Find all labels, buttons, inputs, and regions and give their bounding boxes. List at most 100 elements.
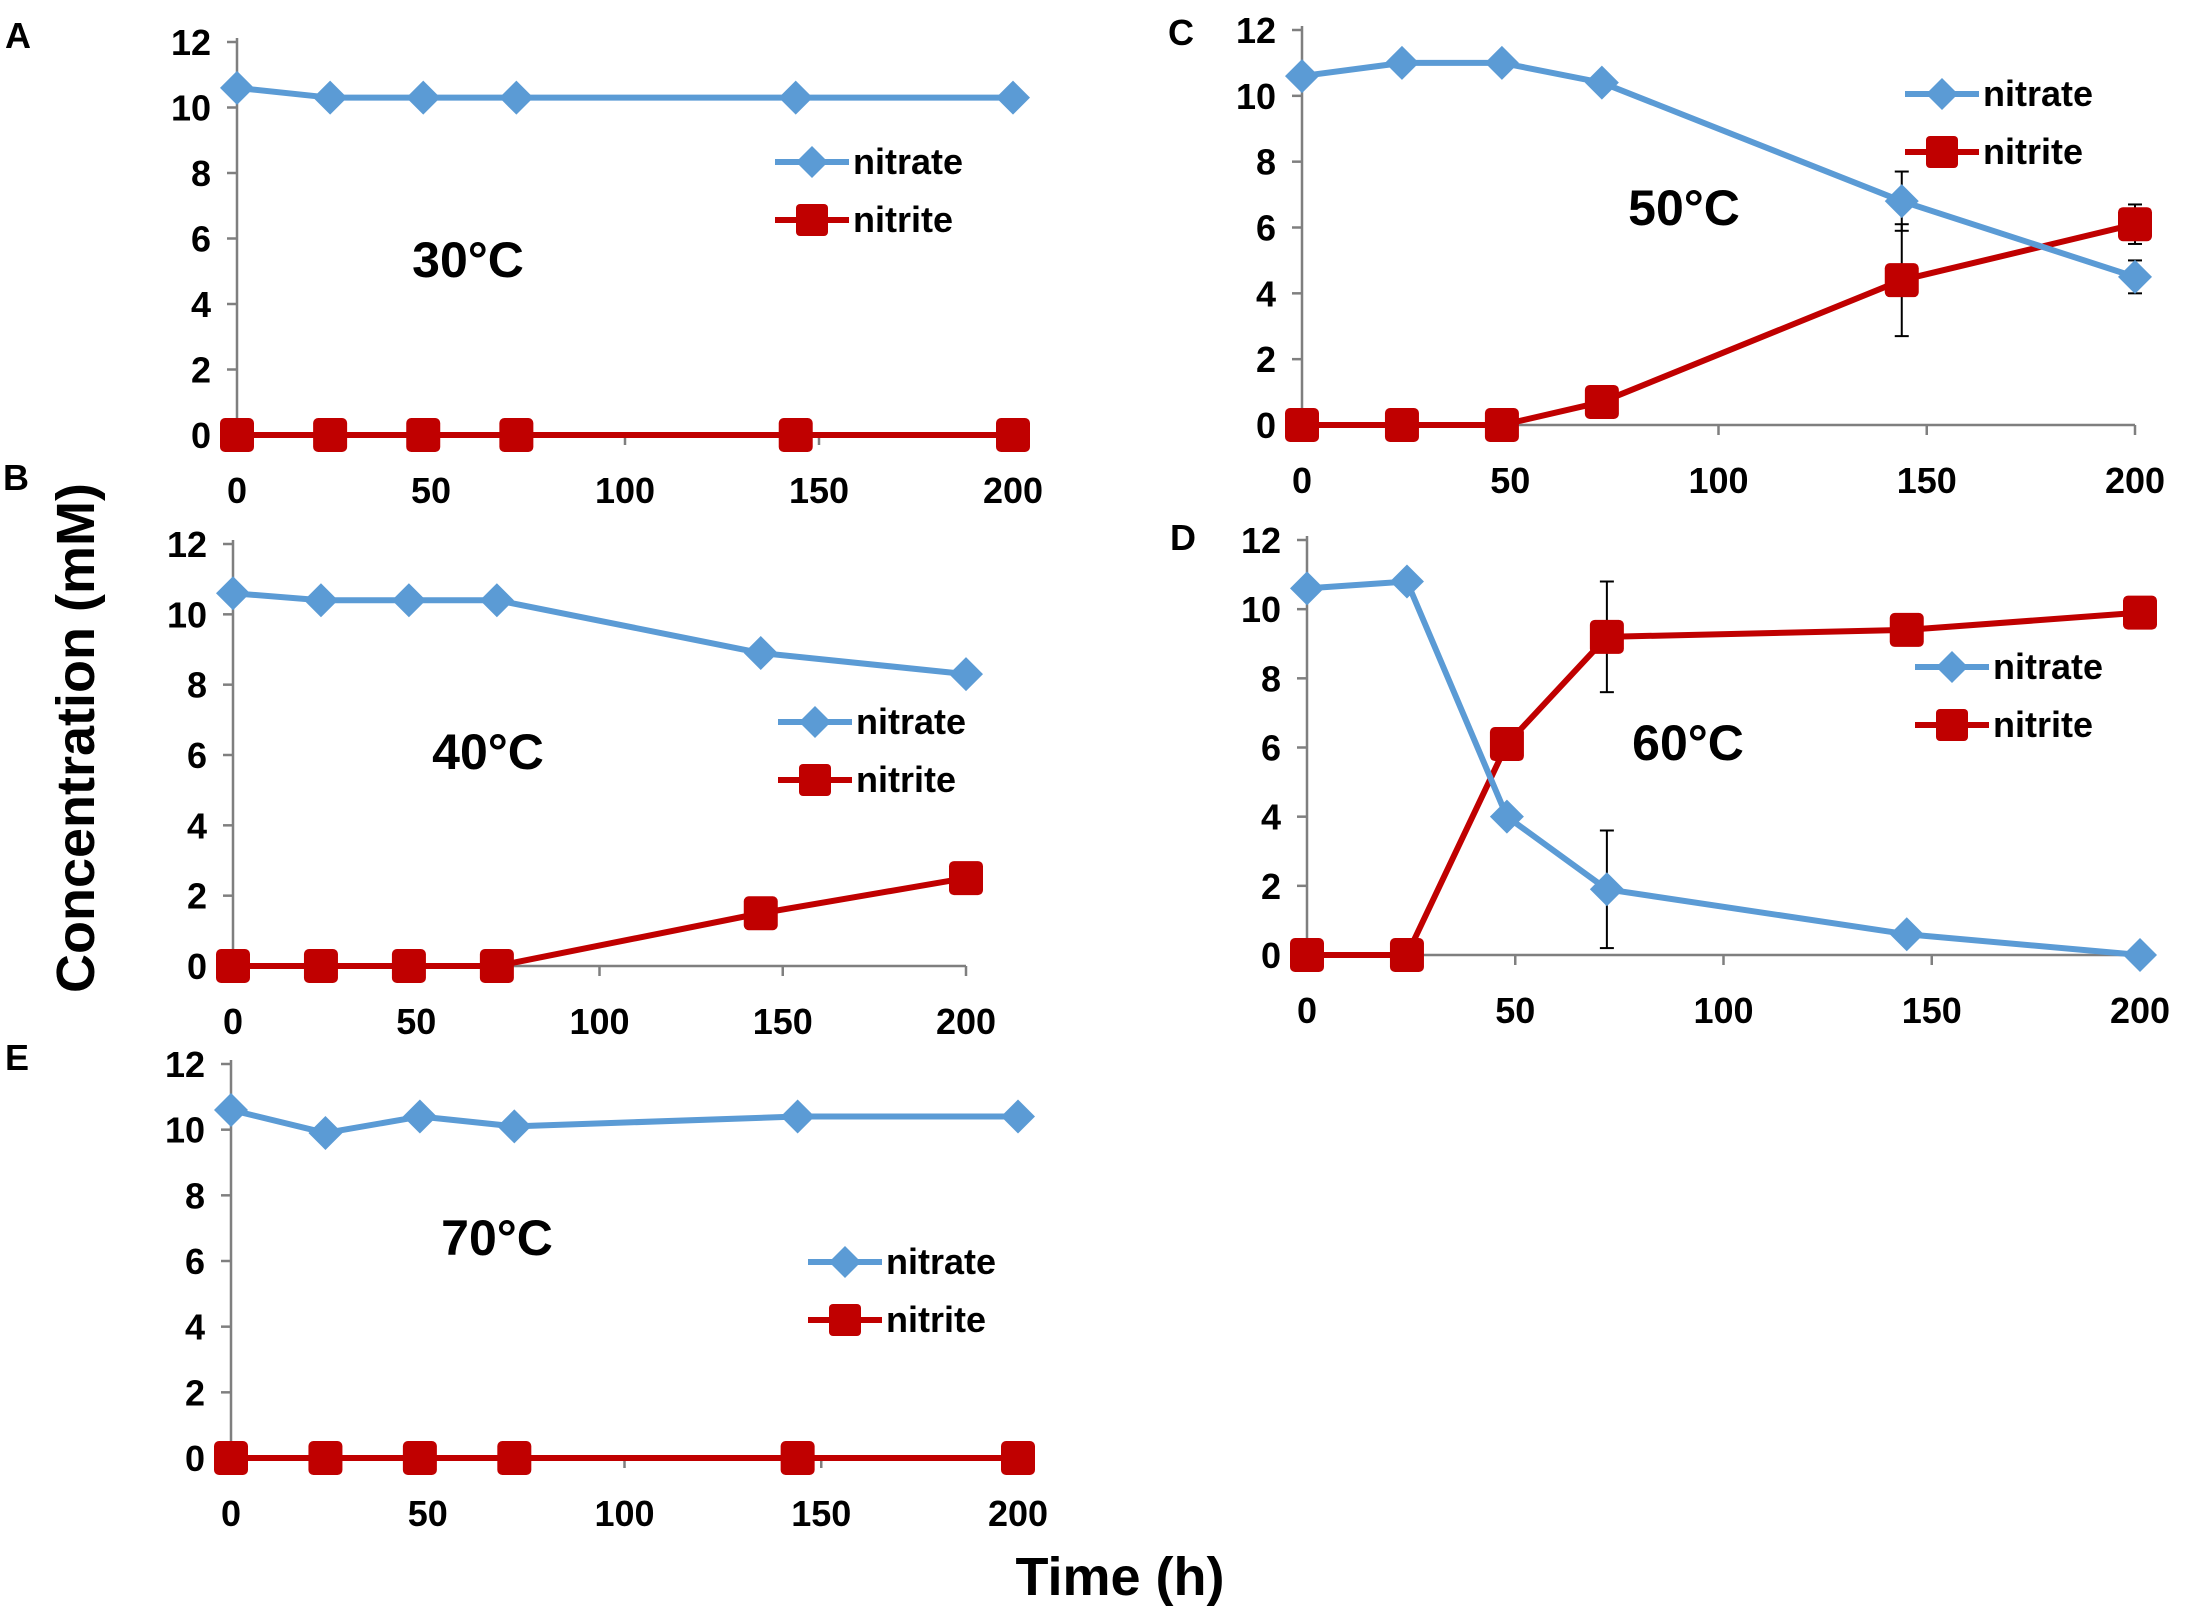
nitrate-point bbox=[499, 80, 534, 115]
x-tick-label: 0 bbox=[223, 1001, 243, 1042]
series-nitrate bbox=[1285, 45, 2152, 295]
legend-marker-nitrate bbox=[1936, 651, 1968, 683]
temperature-annotation: 60°C bbox=[1632, 715, 1744, 771]
legend-label-nitrate: nitrate bbox=[853, 141, 963, 182]
x-axis-label: Time (h) bbox=[1015, 1547, 1224, 1607]
panel-label: E bbox=[5, 1037, 29, 1078]
nitrate-point bbox=[479, 583, 514, 618]
nitrate-point bbox=[303, 583, 338, 618]
legend-label-nitrate: nitrate bbox=[856, 701, 966, 742]
y-tick-label: 6 bbox=[1256, 208, 1276, 249]
legend-marker-nitrite bbox=[829, 1304, 861, 1336]
y-tick-label: 0 bbox=[185, 1438, 205, 1479]
nitrite-point bbox=[313, 418, 348, 452]
y-tick-label: 4 bbox=[1261, 797, 1281, 838]
nitrate-line bbox=[230, 1107, 1018, 1136]
nitrite-point bbox=[2118, 207, 2152, 242]
legend-marker-nitrate bbox=[829, 1246, 861, 1278]
nitrite-point bbox=[1484, 408, 1519, 442]
y-tick-label: 8 bbox=[191, 153, 211, 194]
y-tick-label: 10 bbox=[171, 88, 211, 129]
y-tick-label: 10 bbox=[1236, 76, 1276, 117]
nitrite-point bbox=[996, 418, 1030, 452]
y-tick-label: 2 bbox=[185, 1372, 205, 1413]
nitrite-point bbox=[1589, 619, 1624, 654]
y-tick-label: 10 bbox=[167, 594, 207, 635]
y-tick-label: 4 bbox=[191, 284, 211, 325]
nitrate-point bbox=[497, 1109, 532, 1144]
panel-b: B 0 2 4 6 8 10 12 0 50 100 150 200 40°C nitrate nitrite bbox=[3, 457, 996, 1042]
nitrite-point bbox=[2123, 595, 2157, 630]
x-tick-label: 200 bbox=[2110, 990, 2170, 1031]
x-tick-label: 200 bbox=[983, 470, 1043, 511]
nitrate-point bbox=[1290, 571, 1324, 606]
x-tick-label: 100 bbox=[569, 1001, 629, 1042]
nitrate-point bbox=[216, 576, 250, 611]
x-tick-label: 0 bbox=[1292, 460, 1312, 501]
legend-marker-nitrite bbox=[1936, 709, 1968, 741]
nitrate-point bbox=[1889, 917, 1924, 952]
legend-label-nitrate: nitrate bbox=[1993, 646, 2103, 687]
y-tick-label: 2 bbox=[1256, 339, 1276, 380]
x-tick-label: 150 bbox=[1897, 460, 1957, 501]
legend: nitrate nitrite bbox=[775, 141, 963, 240]
series-nitrate bbox=[220, 70, 1030, 115]
panel-label: A bbox=[5, 15, 31, 56]
x-tick-label: 150 bbox=[1902, 990, 1962, 1031]
nitrate-point bbox=[1489, 799, 1524, 834]
nitrate-line bbox=[236, 84, 1013, 101]
y-tick-label: 8 bbox=[185, 1175, 205, 1216]
legend: nitrate nitrite bbox=[1905, 73, 2093, 172]
y-tick-label: 2 bbox=[191, 350, 211, 391]
nitrite-point bbox=[406, 418, 441, 452]
y-tick-label: 2 bbox=[1261, 866, 1281, 907]
y-tick-label: 8 bbox=[187, 665, 207, 706]
series-nitrite bbox=[1285, 203, 2152, 442]
y-tick-label: 12 bbox=[165, 1044, 205, 1085]
nitrate-point bbox=[778, 80, 813, 115]
x-tick-label: 0 bbox=[1297, 990, 1317, 1031]
legend-label-nitrite: nitrite bbox=[1983, 131, 2083, 172]
nitrate-point bbox=[391, 583, 426, 618]
y-tick-label: 4 bbox=[187, 805, 207, 846]
x-tick-label: 200 bbox=[936, 1001, 996, 1042]
nitrite-point bbox=[216, 949, 250, 983]
x-tick-label: 50 bbox=[411, 470, 451, 511]
y-tick-label: 0 bbox=[1261, 935, 1281, 976]
legend-marker-nitrate bbox=[1926, 78, 1958, 110]
nitrate-point bbox=[406, 80, 441, 115]
nitrite-point bbox=[479, 949, 514, 983]
nitrite-point bbox=[1384, 408, 1419, 442]
y-tick-label: 8 bbox=[1256, 142, 1276, 183]
nitrate-point bbox=[743, 636, 778, 671]
legend-label-nitrite: nitrite bbox=[856, 759, 956, 800]
nitrate-point bbox=[1285, 59, 1319, 94]
x-tick-label: 150 bbox=[789, 470, 849, 511]
nitrite-point bbox=[1489, 727, 1524, 762]
x-tick-label: 0 bbox=[221, 1493, 241, 1534]
series-nitrate bbox=[216, 576, 983, 692]
y-tick-label: 12 bbox=[1241, 520, 1281, 561]
nitrate-point bbox=[2123, 938, 2157, 972]
x-tick-label: 100 bbox=[1688, 460, 1748, 501]
x-tick-label: 50 bbox=[1490, 460, 1530, 501]
nitrate-point bbox=[780, 1099, 815, 1134]
x-tick-label: 50 bbox=[408, 1493, 448, 1534]
nitrate-point bbox=[1589, 872, 1624, 907]
panel-d: D 0 2 4 6 8 10 12 0 50 100 150 200 60°C nitrate nitrite bbox=[1170, 517, 2170, 1031]
nitrite-line bbox=[233, 875, 967, 969]
legend-label-nitrate: nitrate bbox=[1983, 73, 2093, 114]
nitrate-line bbox=[1306, 578, 2141, 958]
series-nitrate bbox=[1290, 564, 2157, 972]
nitrate-point bbox=[996, 80, 1030, 115]
x-tick-label: 150 bbox=[753, 1001, 813, 1042]
series-nitrite bbox=[216, 861, 983, 983]
y-axis-label: Concentration (mM) bbox=[46, 483, 106, 993]
legend-marker-nitrite bbox=[1926, 136, 1958, 168]
nitrate-point bbox=[1484, 45, 1519, 80]
nitrate-point bbox=[1584, 65, 1619, 100]
y-tick-label: 12 bbox=[167, 524, 207, 565]
legend-label-nitrite: nitrite bbox=[886, 1299, 986, 1340]
